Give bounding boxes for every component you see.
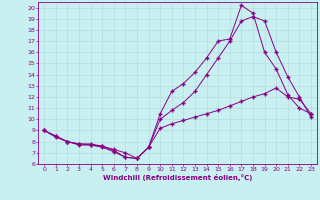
X-axis label: Windchill (Refroidissement éolien,°C): Windchill (Refroidissement éolien,°C): [103, 174, 252, 181]
